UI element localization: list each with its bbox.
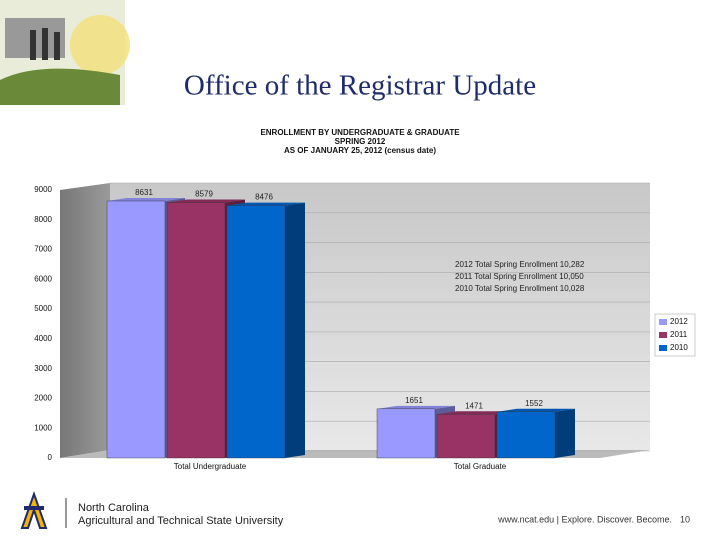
page-number: 10 <box>680 514 690 524</box>
data-label: 8579 <box>195 190 213 199</box>
data-label: 1552 <box>525 399 543 408</box>
annotation: 2011 Total Spring Enrollment 10,050 <box>455 272 584 281</box>
bar-side <box>555 408 575 458</box>
bar <box>166 202 226 459</box>
y-tick-label: 4000 <box>34 334 52 343</box>
legend-label: 2010 <box>670 343 688 352</box>
header-logo <box>0 0 130 105</box>
chart-title: AS OF JANUARY 25, 2012 (census date) <box>284 146 436 155</box>
data-label: 1471 <box>465 401 483 410</box>
y-tick-label: 7000 <box>34 245 52 254</box>
legend-swatch <box>659 319 667 325</box>
annotation: 2010 Total Spring Enrollment 10,028 <box>455 284 585 293</box>
bar-side <box>285 202 305 458</box>
y-tick-label: 1000 <box>34 423 52 432</box>
data-label: 8476 <box>255 193 273 202</box>
y-tick-label: 8000 <box>34 215 52 224</box>
y-tick-label: 6000 <box>34 274 52 283</box>
data-label: 1651 <box>405 396 423 405</box>
chart-title: SPRING 2012 <box>335 137 386 146</box>
footer-institution: North Carolina <box>78 502 150 514</box>
bar-top <box>167 199 245 203</box>
bar-top <box>107 197 185 201</box>
bar-top <box>227 202 305 206</box>
bar-top <box>497 408 575 412</box>
annotation: 2012 Total Spring Enrollment 10,282 <box>455 260 585 269</box>
legend-swatch <box>659 332 667 338</box>
data-label: 8631 <box>135 188 153 197</box>
x-tick-label: Total Graduate <box>454 462 507 471</box>
y-tick-label: 2000 <box>34 394 52 403</box>
legend-swatch <box>659 345 667 351</box>
footer-institution: Agricultural and Technical State Univers… <box>78 515 284 527</box>
bar <box>376 408 436 459</box>
y-tick-label: 0 <box>48 453 53 462</box>
chart-title: ENROLLMENT BY UNDERGRADUATE & GRADUATE <box>260 128 460 137</box>
footer-logo <box>20 490 48 529</box>
footer-url: www.ncat.edu | Explore. Discover. Become… <box>497 514 672 524</box>
plot-side-wall <box>60 183 110 458</box>
slide-title: Office of the Registrar Update <box>184 70 536 102</box>
bar-top <box>437 411 515 415</box>
bar <box>496 411 556 459</box>
chart: ENROLLMENT BY UNDERGRADUATE & GRADUATESP… <box>34 128 696 471</box>
bar <box>106 200 166 459</box>
y-tick-label: 9000 <box>34 185 52 194</box>
bar <box>226 205 286 459</box>
bar <box>436 413 496 459</box>
x-tick-label: Total Undergraduate <box>174 462 247 471</box>
y-tick-label: 5000 <box>34 304 52 313</box>
legend-label: 2011 <box>670 330 688 339</box>
legend-label: 2012 <box>670 317 688 326</box>
bar-top <box>377 405 455 409</box>
y-tick-label: 3000 <box>34 364 52 373</box>
